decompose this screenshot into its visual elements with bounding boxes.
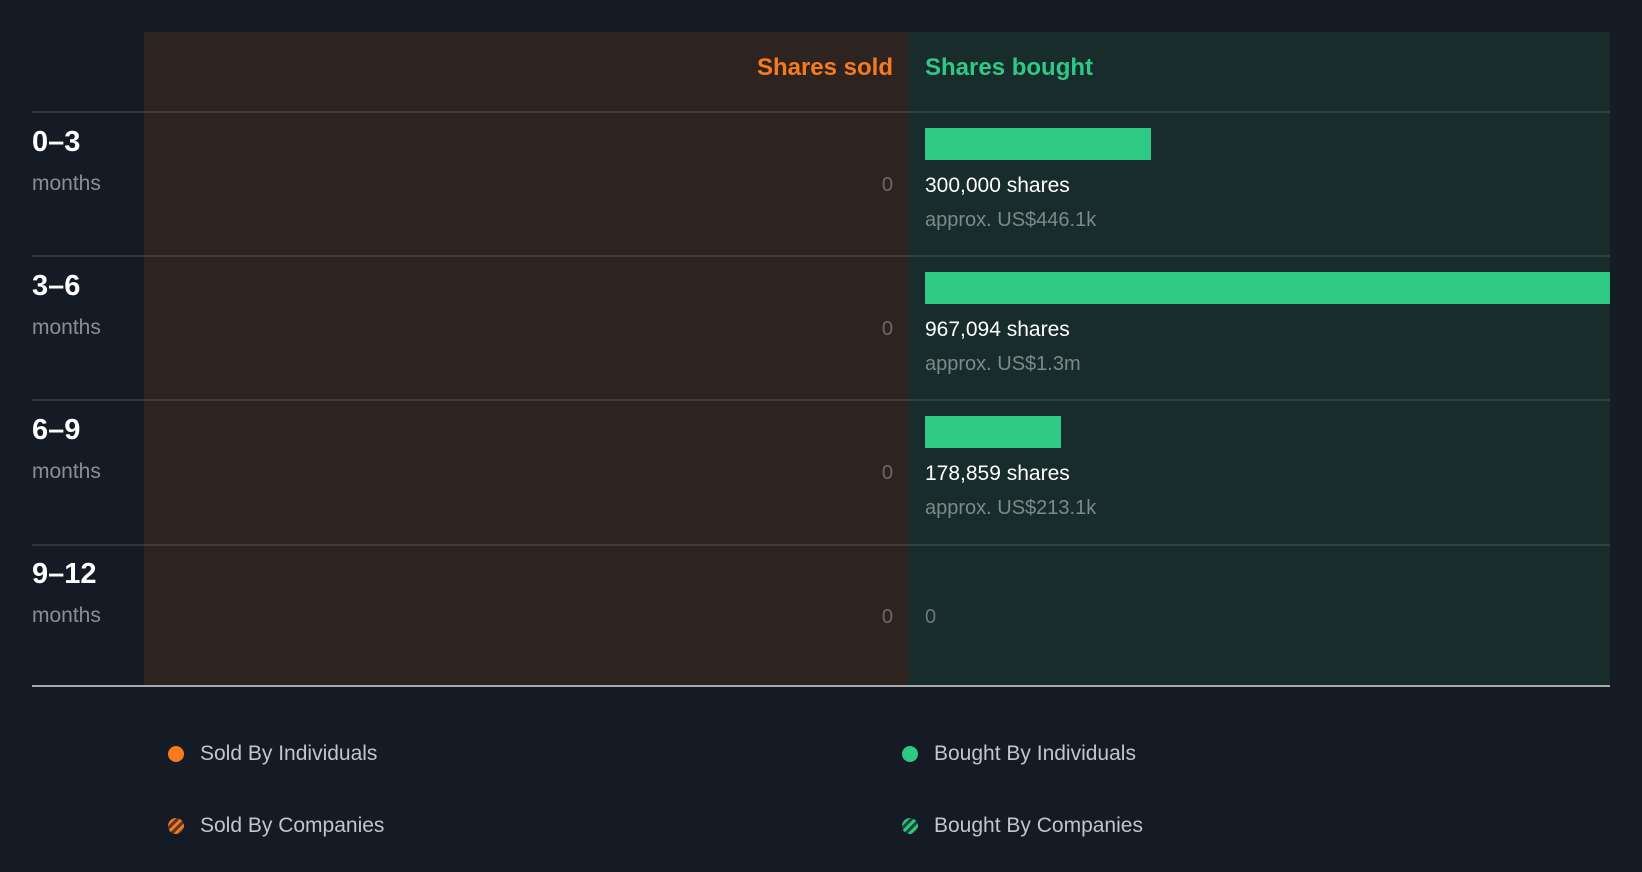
period-label: 9–12 <box>32 558 97 590</box>
row-divider <box>32 544 1610 546</box>
bought-approx-value: approx. US$446.1k <box>925 209 1097 231</box>
chart-row-0-3: 0–3 months 0 300,000 shares approx. US$4… <box>0 112 1642 256</box>
sold-value: 0 <box>881 462 893 484</box>
striped-green-dot-icon <box>902 818 918 834</box>
period-unit: months <box>32 316 101 339</box>
chart-row-6-9: 6–9 months 0 178,859 shares approx. US$2… <box>0 400 1642 544</box>
bought-value: 0 <box>925 606 937 628</box>
legend-bought-individuals[interactable]: Bought By Individuals <box>902 742 1136 766</box>
legend-label: Bought By Individuals <box>934 742 1136 765</box>
legend-label: Bought By Companies <box>934 814 1143 837</box>
legend-bought-companies[interactable]: Bought By Companies <box>902 814 1143 838</box>
sold-value: 0 <box>881 318 893 340</box>
row-divider <box>32 255 1610 257</box>
period-unit: months <box>32 172 101 195</box>
legend-label: Sold By Companies <box>200 814 385 837</box>
chart-row-9-12: 9–12 months 0 0 <box>0 544 1642 688</box>
legend-sold-individuals[interactable]: Sold By Individuals <box>168 742 377 766</box>
shares-bought-header: Shares bought <box>925 54 1094 81</box>
striped-orange-dot-icon <box>168 818 184 834</box>
chart-baseline <box>32 685 1610 687</box>
row-divider <box>32 399 1610 401</box>
period-unit: months <box>32 460 101 483</box>
period-label: 0–3 <box>32 126 81 158</box>
shares-sold-header: Shares sold <box>756 54 893 81</box>
sold-value: 0 <box>881 606 893 628</box>
bought-shares: 300,000 shares <box>925 174 1070 197</box>
sold-panel <box>144 32 909 686</box>
bought-bar[interactable] <box>925 416 1061 448</box>
period-label: 3–6 <box>32 270 81 302</box>
header-divider <box>32 111 1610 113</box>
orange-dot-icon <box>168 746 184 762</box>
legend-label: Sold By Individuals <box>200 742 378 765</box>
bought-bar[interactable] <box>925 128 1151 160</box>
bought-bar[interactable] <box>925 272 1610 304</box>
sold-value: 0 <box>881 174 893 196</box>
legend-sold-companies[interactable]: Sold By Companies <box>168 814 384 838</box>
bought-approx-value: approx. US$1.3m <box>925 353 1081 375</box>
bought-shares: 967,094 shares <box>925 318 1070 341</box>
bought-shares: 178,859 shares <box>925 462 1070 485</box>
bought-approx-value: approx. US$213.1k <box>925 497 1097 519</box>
period-label: 6–9 <box>32 414 81 446</box>
period-unit: months <box>32 604 101 627</box>
green-dot-icon <box>902 746 918 762</box>
chart-row-3-6: 3–6 months 0 967,094 shares approx. US$1… <box>0 256 1642 400</box>
